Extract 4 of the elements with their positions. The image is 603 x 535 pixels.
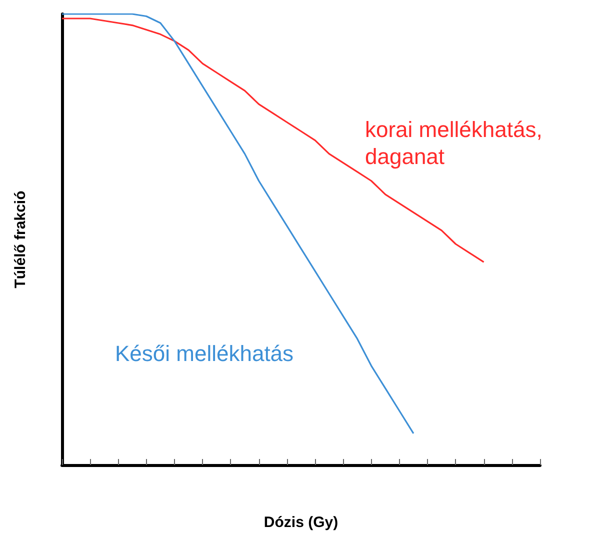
y-axis-title: Túlélő frakció xyxy=(12,190,29,288)
x-axis-title: Dózis (Gy) xyxy=(264,514,338,531)
series-label: korai mellékhatás, daganat xyxy=(365,117,542,169)
text: Késői mellékhatás xyxy=(115,341,294,366)
